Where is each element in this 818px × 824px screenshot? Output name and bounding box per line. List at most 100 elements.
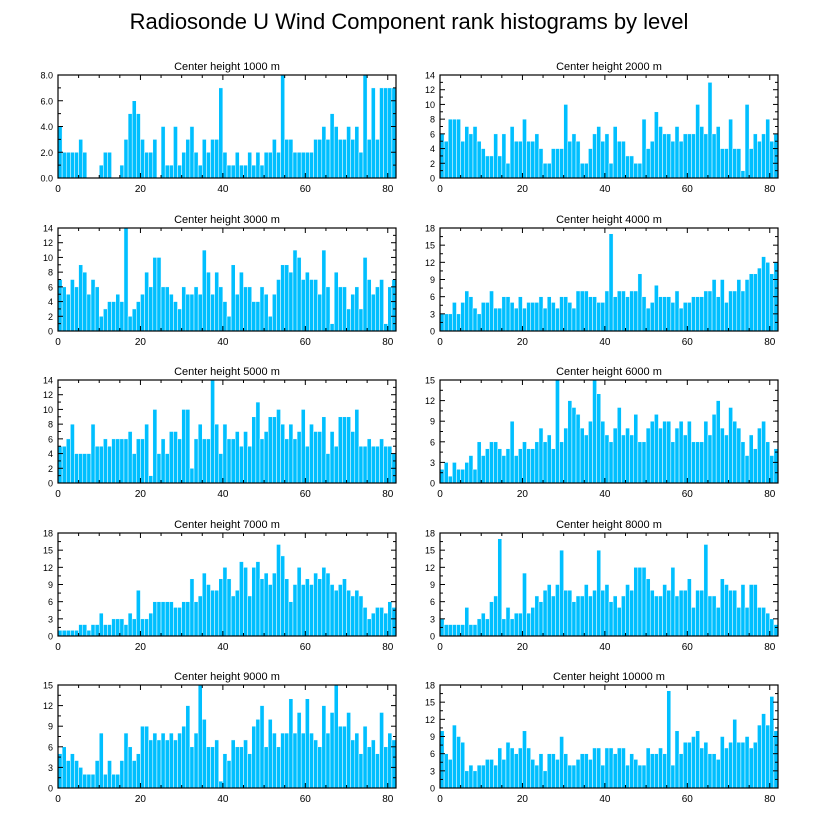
histogram-bar (530, 448, 536, 484)
histogram-bar (654, 111, 659, 179)
y-tick-label: 12 (425, 396, 435, 406)
histogram-bar (480, 612, 486, 637)
histogram-bar (193, 732, 199, 789)
histogram-bar (296, 431, 302, 484)
histogram-bar (439, 469, 445, 484)
histogram-bar (222, 567, 228, 637)
histogram-bar (526, 302, 531, 332)
x-tick-label: 60 (682, 184, 694, 195)
histogram-bar (485, 448, 490, 484)
y-tick-label: 12 (43, 701, 53, 711)
histogram-bar (276, 746, 281, 789)
figure-title: Radiosonde U Wind Component rank histogr… (129, 9, 689, 34)
histogram-bar (354, 589, 360, 637)
histogram-bar (144, 423, 149, 484)
histogram-bar (489, 759, 494, 789)
histogram-bar (707, 82, 713, 179)
histogram-bar (538, 601, 544, 637)
histogram-bar (234, 293, 240, 332)
histogram-bar (625, 296, 630, 332)
x-tick-label: 60 (682, 794, 694, 805)
y-tick-label: 15 (425, 546, 435, 556)
histogram-bar (127, 612, 133, 637)
histogram-bar (185, 139, 191, 179)
x-tick-label: 20 (517, 337, 529, 348)
histogram-bar (728, 741, 733, 789)
histogram-bar (608, 441, 614, 484)
histogram-bar (530, 302, 536, 332)
histogram-bar (387, 732, 393, 789)
histogram-bar (82, 152, 88, 179)
histogram-bar (575, 140, 581, 179)
histogram-bar (239, 561, 244, 637)
histogram-bar (313, 279, 318, 332)
histogram-bar (185, 601, 191, 637)
histogram-bar (156, 257, 162, 332)
histogram-bar (695, 589, 700, 637)
histogram-bar (160, 732, 166, 789)
histogram-bar (333, 684, 339, 789)
histogram-bar (280, 732, 285, 789)
histogram-bar (493, 764, 498, 789)
histogram-bar (251, 416, 257, 484)
histogram-bar (193, 438, 199, 484)
histogram-bar (485, 155, 490, 179)
histogram-bar (305, 698, 310, 789)
histogram-panel-6: Center height 6000 m 0 20 40 60 80 0 3 6 9 12 15 (425, 366, 779, 500)
histogram-bar (682, 133, 688, 179)
histogram-bar (538, 148, 544, 179)
histogram-bar (379, 279, 384, 332)
histogram-bar (736, 148, 742, 179)
histogram-bar (513, 753, 519, 789)
histogram-bar (391, 607, 397, 637)
histogram-bar (674, 730, 680, 789)
histogram-bar (202, 719, 207, 789)
histogram-bar (616, 747, 622, 789)
histogram-bar (641, 441, 647, 484)
histogram-bar (379, 87, 384, 179)
x-tick-label: 60 (300, 642, 312, 653)
histogram-bar (567, 764, 573, 789)
histogram-bar (724, 747, 729, 789)
histogram-bar (584, 434, 589, 484)
histogram-bar (489, 601, 494, 637)
histogram-bar (538, 427, 544, 484)
histogram-bar (177, 308, 182, 332)
y-tick-label: 2.0 (40, 148, 53, 158)
histogram-bar (197, 595, 203, 637)
histogram-bar (765, 612, 771, 637)
histogram-bar (127, 316, 133, 332)
x-tick-label: 20 (517, 642, 529, 653)
y-tick-label: 12 (43, 390, 53, 400)
y-tick-label: 2 (48, 312, 53, 322)
histogram-bar (86, 774, 92, 789)
histogram-bar (342, 725, 347, 789)
histogram-panel-1: Center height 1000 m 0 20 40 60 80 0.0 2.0 4.0 6.… (40, 61, 397, 195)
histogram-bar (472, 126, 478, 179)
x-tick-label: 80 (382, 794, 394, 805)
histogram-bar (288, 139, 294, 179)
histogram-bar (136, 113, 141, 179)
histogram-bar (350, 431, 356, 484)
histogram-bar (592, 379, 597, 484)
histogram-bar (292, 152, 298, 179)
histogram-bar (588, 595, 593, 637)
histogram-bar (173, 431, 178, 484)
histogram-bar (366, 139, 372, 179)
histogram-bar (472, 469, 478, 484)
histogram-bar (222, 753, 228, 789)
histogram-bar (309, 279, 314, 332)
histogram-bar (164, 739, 170, 789)
histogram-bar (600, 302, 606, 332)
histogram-bar (251, 301, 257, 332)
histogram-bar (383, 87, 389, 179)
histogram-bar (761, 256, 766, 332)
y-tick-label: 10 (43, 405, 53, 415)
histogram-bar (753, 584, 758, 637)
histogram-bar (736, 427, 742, 484)
histogram-bar (497, 538, 503, 637)
histogram-bar (255, 401, 261, 484)
histogram-bar (280, 264, 285, 332)
histogram-bar (542, 589, 548, 637)
histogram-bar (230, 164, 236, 179)
